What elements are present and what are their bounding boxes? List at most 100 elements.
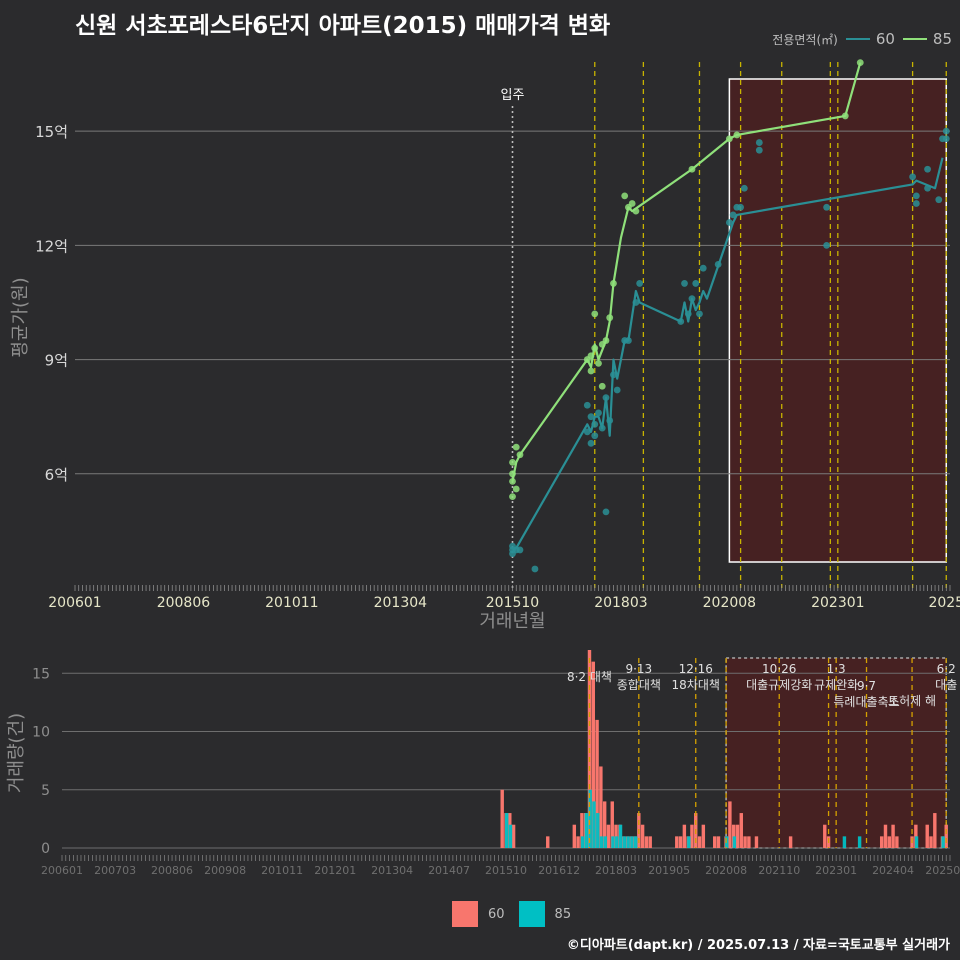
volume-bar-85 xyxy=(630,836,634,848)
data-point-85 xyxy=(509,478,516,485)
data-point-60 xyxy=(755,139,763,146)
volume-bar-60 xyxy=(621,836,626,848)
volume-bar-85 xyxy=(857,836,862,848)
volume-bar-85 xyxy=(626,836,630,848)
volume-bar-85 xyxy=(603,836,608,848)
x-axis-title: 거래년월 xyxy=(479,611,545,632)
data-point-60 xyxy=(725,219,733,226)
volume-bar-60 xyxy=(625,836,630,848)
volume-bar-60 xyxy=(743,836,747,848)
volume-bar-60 xyxy=(504,813,508,848)
volume-bar-60 xyxy=(678,836,683,848)
volume-bar-60 xyxy=(640,824,645,848)
volume-bar-85 xyxy=(508,824,513,848)
data-point-85 xyxy=(733,131,741,139)
volume-bar-60 xyxy=(788,836,793,848)
volume-bar-85 xyxy=(941,836,945,848)
volume-legend-label-60: 60 xyxy=(488,906,505,922)
volume-bar-60 xyxy=(629,836,633,848)
data-point-85 xyxy=(610,280,617,287)
data-point-60 xyxy=(823,203,831,211)
data-point-85 xyxy=(512,485,520,493)
x-axis-ticks xyxy=(74,585,951,591)
volume-bar-60 xyxy=(944,824,948,848)
data-point-60 xyxy=(740,184,748,192)
volume-x-tick-label: 202506 xyxy=(925,864,960,877)
volume-bar-60 xyxy=(879,836,884,848)
data-point-60 xyxy=(583,428,591,436)
volume-legend-item-60[interactable]: 60 xyxy=(452,901,505,927)
volume-bar-85 xyxy=(596,813,600,848)
y-tick-label: 9억 xyxy=(45,352,68,370)
policy-label: 토허제 해 xyxy=(888,694,936,708)
volume-x-tick-label: 201510 xyxy=(485,864,527,877)
volume-bar-60 xyxy=(644,836,649,848)
volume-bar-60 xyxy=(701,824,706,848)
volume-bar-60 xyxy=(591,661,595,848)
volume-bar-85 xyxy=(687,836,691,848)
data-point-85 xyxy=(602,337,610,344)
volume-y-tick-label: 0 xyxy=(41,841,50,857)
volume-x-tick-label: 202008 xyxy=(705,864,747,877)
data-point-60 xyxy=(591,432,599,440)
data-point-60 xyxy=(602,394,610,402)
x-tick-label: 201510 xyxy=(486,595,539,611)
volume-x-tick-label: 201407 xyxy=(428,864,470,877)
volume-x-tick-label: 200806 xyxy=(151,864,193,877)
volume-legend: 60 85 xyxy=(452,901,575,927)
data-point-60 xyxy=(924,184,931,192)
legend-label-85: 85 xyxy=(932,30,952,48)
volume-bar-60 xyxy=(580,813,584,848)
data-point-60 xyxy=(681,280,688,287)
data-point-60 xyxy=(688,295,696,303)
policy-label-name: 18차대책 xyxy=(672,677,720,692)
volume-bar-60 xyxy=(823,824,827,848)
volume-bar-60 xyxy=(572,824,577,848)
area-legend: 전용면적(㎡) 60 85 xyxy=(772,30,952,48)
x-tick-label: 201803 xyxy=(594,595,647,611)
policy-label-date: 10·26 xyxy=(762,662,796,676)
volume-bar-60 xyxy=(728,801,732,848)
data-point-60 xyxy=(714,260,722,268)
data-point-85 xyxy=(587,367,595,375)
volume-x-axis-ticks xyxy=(61,855,951,861)
volume-bar-60 xyxy=(929,836,933,848)
volume-bar-60 xyxy=(648,836,652,848)
data-point-85 xyxy=(632,207,640,215)
data-point-60 xyxy=(591,420,599,428)
volume-bar-60 xyxy=(511,824,516,848)
volume-legend-item-85[interactable]: 85 xyxy=(518,901,571,927)
volume-bar-60 xyxy=(713,836,717,848)
volume-bar-60 xyxy=(694,813,698,848)
data-point-85 xyxy=(856,59,864,67)
y-tick-label: 6억 xyxy=(45,466,68,484)
volume-x-tick-label: 200908 xyxy=(204,864,246,877)
legend-swatch-60 xyxy=(845,38,870,40)
volume-bar-60 xyxy=(731,824,736,848)
data-point-85 xyxy=(621,192,629,200)
x-tick-label: 201304 xyxy=(374,595,428,611)
volume-y-tick-label: 5 xyxy=(41,783,50,799)
source-footer: ©디아파트(dapt.kr) / 2025.07.13 / 자료=국토교통부 실… xyxy=(566,938,950,953)
policy-label-name: 규제완화 xyxy=(814,678,858,692)
volume-bar-60 xyxy=(587,650,592,848)
data-point-60 xyxy=(909,173,917,181)
volume-bar-60 xyxy=(754,836,759,848)
x-tick-label: 2025 xyxy=(928,595,960,611)
legend-title: 전용면적(㎡) xyxy=(772,32,838,47)
volume-bar-60 xyxy=(716,836,721,848)
volume-bar-60 xyxy=(606,824,611,848)
policy-label-date: 6·2 xyxy=(937,662,956,676)
x-tick-label: 200806 xyxy=(157,595,211,611)
data-point-85 xyxy=(509,458,516,466)
legend-item-60[interactable]: 60 xyxy=(845,30,895,48)
data-point-60 xyxy=(613,386,621,394)
volume-bar-60 xyxy=(724,836,728,848)
legend-item-85[interactable]: 85 xyxy=(902,30,952,48)
volume-bar-60 xyxy=(910,836,914,848)
volume-highlight-period xyxy=(725,657,947,849)
data-point-60 xyxy=(684,310,692,318)
volume-bar-60 xyxy=(891,824,895,848)
volume-x-tick-label: 201803 xyxy=(595,864,637,877)
